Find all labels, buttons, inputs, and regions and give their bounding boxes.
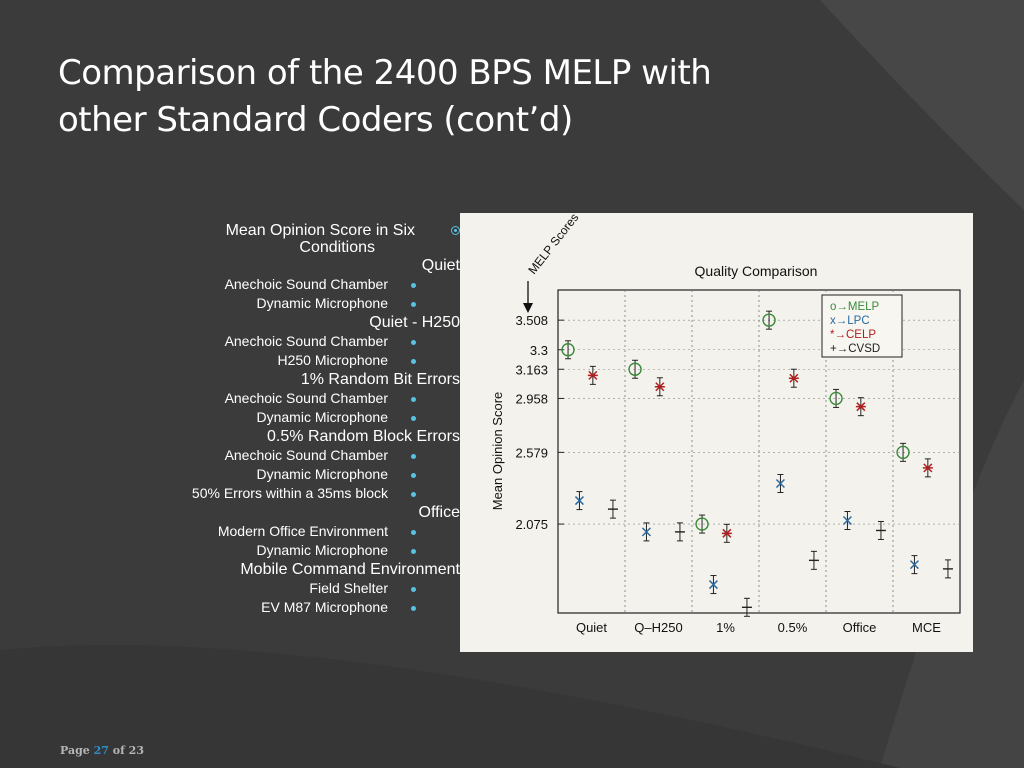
outline-heading: Quiet - H250: [369, 314, 460, 331]
y-tick-label: 2.579: [515, 445, 548, 460]
outline-item: EV M87 Microphone: [130, 598, 460, 617]
celp-point: [788, 373, 799, 383]
y-tick-label: 3.163: [515, 362, 548, 377]
x-category-label: Office: [843, 620, 877, 635]
outline-heading: 1% Random Bit Errors: [300, 371, 460, 388]
celp-point: [855, 402, 866, 412]
footer-suffix: of 23: [108, 744, 144, 757]
outline-item: Anechoic Sound Chamber: [130, 389, 460, 408]
outline-top-item: Mean Opinion Score in Six Conditions: [130, 222, 460, 256]
outline-item: Dynamic Microphone: [130, 408, 460, 427]
outline-item: Dynamic Microphone: [130, 294, 460, 313]
slide-title: Comparison of the 2400 BPS MELP with oth…: [58, 50, 958, 144]
melp-point: [829, 391, 843, 406]
outline-item: 50% Errors within a 35ms block: [130, 484, 460, 503]
footer-prefix: Page: [60, 744, 94, 757]
slide-title-line-2: other Standard Coders (cont’d): [58, 100, 573, 140]
chart-svg: 3.508 3.3 3.163 2.958 2.579 2.075 Quiet Q–H250 1…: [490, 211, 961, 635]
annotation-arrow-head: [523, 303, 533, 313]
target-bullet-icon: [451, 226, 460, 235]
outline-item: Dynamic Microphone: [130, 465, 460, 484]
chart-title: Quality Comparison: [695, 263, 818, 279]
outline-heading: Mobile Command Environment: [240, 561, 460, 578]
melp-scores-annotation: MELP Scores: [525, 213, 581, 277]
legend-entry: +→CVSD: [830, 343, 880, 355]
lpc-point: [842, 515, 852, 526]
melp-point: [561, 343, 575, 357]
outline-top-line-2: Conditions: [299, 239, 375, 256]
y-tick-label: 3.508: [515, 313, 548, 328]
chart-legend-box: [821, 294, 903, 358]
outline-groups: Quiet Anechoic Sound Chamber Dynamic Micro…: [130, 256, 460, 617]
outline-top-line-1: Mean Opinion Score in Six: [225, 222, 415, 239]
outline-heading: 0.5% Random Block Errors: [267, 428, 460, 445]
lpc-point: [641, 527, 651, 537]
x-category-label: 1%: [716, 620, 735, 635]
lpc-point: [775, 478, 785, 489]
lpc-point: [909, 560, 919, 570]
outline-item: H250 Microphone: [130, 351, 460, 370]
legend-entry: o→MELP: [830, 301, 880, 313]
legend-entry: x→LPC: [830, 315, 870, 327]
melp-point: [896, 445, 910, 460]
page-footer: Page 27 of 23: [60, 744, 144, 757]
outline-heading: Office: [418, 504, 461, 521]
y-tick-label: 2.075: [515, 517, 548, 532]
slide-title-line-1: Comparison of the 2400 BPS MELP with: [58, 53, 712, 93]
quality-comparison-chart: 3.508 3.3 3.163 2.958 2.579 2.075 Quiet Q–H250 1…: [460, 211, 973, 652]
celp-point: [721, 528, 732, 538]
melp-point: [762, 313, 776, 327]
melp-point: [628, 362, 642, 376]
celp-point: [654, 382, 665, 392]
outline-item: Field Shelter: [130, 579, 460, 598]
bullet-outline: Mean Opinion Score in Six Conditions Qui…: [130, 222, 460, 617]
outline-item: Anechoic Sound Chamber: [130, 275, 460, 294]
y-tick-label: 2.958: [515, 391, 548, 406]
celp-point: [922, 463, 933, 473]
outline-item: Anechoic Sound Chamber: [130, 332, 460, 351]
x-category-label: MCE: [912, 620, 941, 635]
y-tick-label: 3.3: [530, 343, 548, 358]
outline-item: Anechoic Sound Chamber: [130, 446, 460, 465]
x-category-label: 0.5%: [778, 620, 808, 635]
lpc-point: [708, 580, 718, 590]
footer-page-number: 27: [93, 744, 109, 757]
y-axis-label: Mean Opinion Score: [490, 392, 505, 511]
celp-point: [587, 370, 598, 380]
lpc-point: [574, 496, 584, 506]
x-category-label: Q–H250: [634, 620, 682, 635]
legend-entry: *→CELP: [830, 329, 876, 341]
outline-item: Modern Office Environment: [130, 522, 460, 541]
outline-item: Dynamic Microphone: [130, 541, 460, 560]
melp-point: [695, 517, 709, 531]
outline-heading: Quiet: [421, 257, 460, 274]
x-category-label: Quiet: [576, 620, 607, 635]
